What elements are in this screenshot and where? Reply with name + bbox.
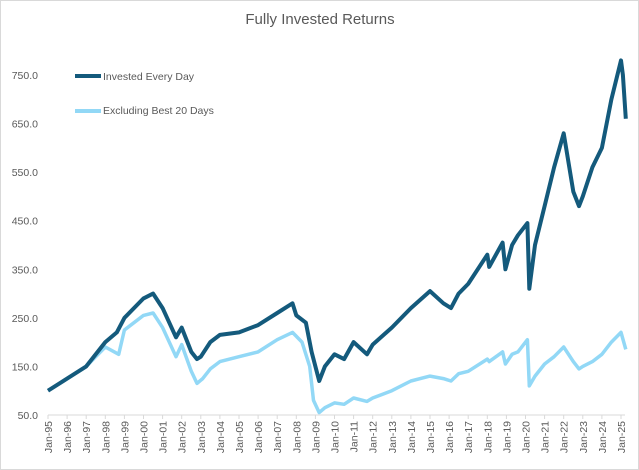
x-tick-label: Jan-03 bbox=[196, 421, 208, 453]
x-tick-label: Jan-15 bbox=[425, 421, 437, 453]
y-tick-label: 150.0 bbox=[12, 361, 38, 373]
y-tick-label: 550.0 bbox=[12, 167, 38, 179]
x-tick-label: Jan-10 bbox=[330, 421, 342, 453]
x-tick-label: Jan-05 bbox=[234, 421, 246, 453]
series-lines bbox=[46, 58, 628, 415]
x-tick-label: Jan-01 bbox=[158, 421, 170, 453]
series-line-excluding-best-20-days bbox=[47, 311, 628, 415]
x-axis: Jan-95 Jan-96 Jan-97 Jan-98 Jan-99 Jan-00 Jan-… bbox=[43, 414, 628, 453]
x-tick-label: Jan-16 bbox=[444, 421, 456, 453]
legend-label-invested-every-day: Invested Every Day bbox=[103, 71, 195, 83]
y-tick-label: 50.0 bbox=[18, 410, 39, 422]
x-tick-label: Jan-17 bbox=[463, 421, 475, 453]
y-tick-label: 650.0 bbox=[12, 119, 38, 131]
x-tick-label: Jan-07 bbox=[272, 421, 284, 453]
x-tick-label: Jan-19 bbox=[501, 421, 513, 453]
x-tick-label: Jan-14 bbox=[406, 421, 418, 453]
x-tick-label: Jan-20 bbox=[521, 421, 533, 453]
legend-label-excluding-best-20-days: Excluding Best 20 Days bbox=[103, 105, 214, 117]
x-tick-label: Jan-95 bbox=[43, 421, 55, 453]
series-line-invested-every-day bbox=[46, 58, 628, 393]
x-tick-label: Jan-22 bbox=[559, 421, 571, 453]
y-tick-label: 350.0 bbox=[12, 264, 38, 276]
y-tick-label: 750.0 bbox=[12, 70, 38, 82]
x-tick-label: Jan-08 bbox=[291, 421, 303, 453]
x-tick-label: Jan-06 bbox=[253, 421, 265, 453]
y-tick-label: 450.0 bbox=[12, 216, 38, 228]
x-tick-label: Jan-23 bbox=[578, 421, 590, 453]
chart-title: Fully Invested Returns bbox=[245, 11, 394, 28]
x-tick-label: Jan-25 bbox=[616, 421, 628, 453]
x-tick-label: Jan-04 bbox=[215, 421, 227, 453]
y-tick-label: 250.0 bbox=[12, 313, 38, 325]
x-tick-label: Jan-24 bbox=[597, 421, 609, 453]
x-tick-label: Jan-97 bbox=[81, 421, 93, 453]
x-tick-label: Jan-99 bbox=[119, 421, 131, 453]
legend: Invested Every Day Excluding Best 20 Day… bbox=[75, 71, 214, 117]
x-tick-label: Jan-02 bbox=[177, 421, 189, 453]
x-tick-label: Jan-00 bbox=[139, 421, 151, 453]
x-tick-label: Jan-21 bbox=[540, 421, 552, 453]
x-tick-label: Jan-18 bbox=[482, 421, 494, 453]
x-tick-label: Jan-98 bbox=[100, 421, 112, 453]
y-axis: 50.0 150.0 250.0 350.0 450.0 550.0 650.0 750.0 bbox=[12, 70, 38, 422]
x-tick-label: Jan-13 bbox=[387, 421, 399, 453]
x-tick-label: Jan-96 bbox=[62, 421, 74, 453]
x-tick-label: Jan-12 bbox=[368, 421, 380, 453]
x-tick-label: Jan-09 bbox=[310, 421, 322, 453]
x-tick-label: Jan-11 bbox=[349, 421, 361, 452]
